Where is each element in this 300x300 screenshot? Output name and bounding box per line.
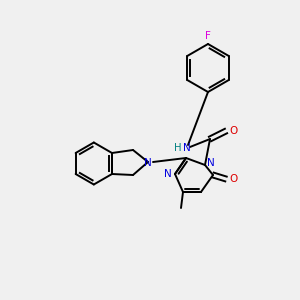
Text: O: O	[229, 126, 237, 136]
Text: N: N	[164, 169, 172, 179]
Text: N: N	[144, 158, 152, 168]
Text: N: N	[183, 143, 191, 153]
Text: N: N	[207, 158, 215, 168]
Text: O: O	[229, 174, 237, 184]
Text: F: F	[205, 31, 211, 41]
Text: H: H	[174, 143, 182, 153]
